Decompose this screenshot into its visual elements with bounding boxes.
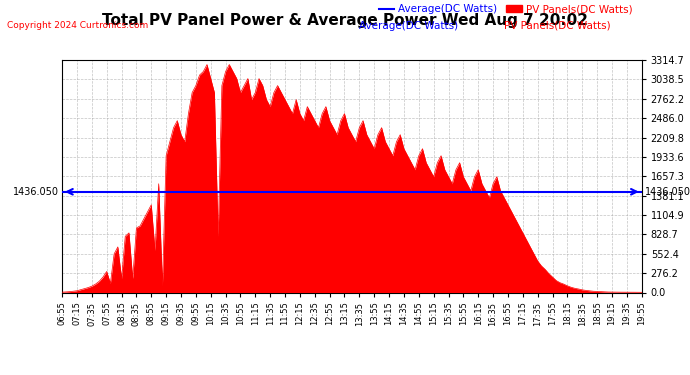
Text: PV Panels(DC Watts): PV Panels(DC Watts) bbox=[504, 21, 611, 31]
Text: 1436.050: 1436.050 bbox=[644, 187, 690, 197]
Text: 1436.050: 1436.050 bbox=[13, 187, 59, 197]
Text: Average(DC Watts): Average(DC Watts) bbox=[359, 21, 458, 31]
Text: Total PV Panel Power & Average Power Wed Aug 7 20:02: Total PV Panel Power & Average Power Wed… bbox=[102, 13, 588, 28]
Text: Copyright 2024 Curtronics.com: Copyright 2024 Curtronics.com bbox=[7, 21, 148, 30]
Legend: Average(DC Watts), PV Panels(DC Watts): Average(DC Watts), PV Panels(DC Watts) bbox=[375, 0, 636, 18]
